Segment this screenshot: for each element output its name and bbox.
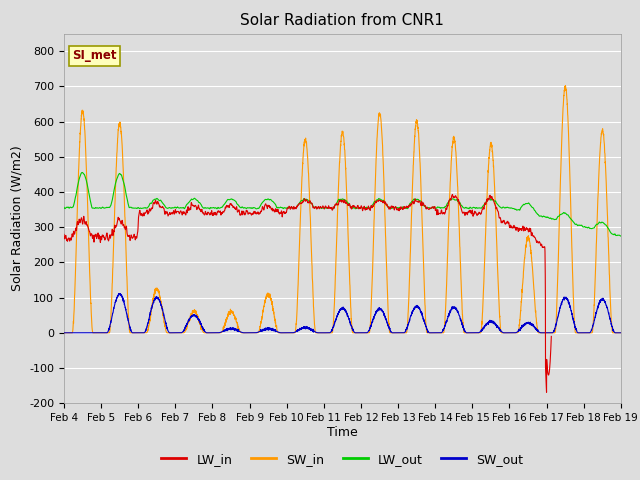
LW_in — [436, 211, 444, 216]
SW_in — [160, 319, 168, 325]
SW_out — [499, 330, 507, 336]
LW_in — [499, 220, 506, 226]
SW_in — [617, 330, 625, 336]
LW_in — [467, 210, 475, 216]
SW_in — [499, 330, 506, 336]
LW_out — [78, 169, 86, 175]
SW_out — [467, 330, 475, 336]
SW_in — [322, 330, 330, 336]
LW_in — [322, 203, 330, 209]
Y-axis label: Solar Radiation (W/m2): Solar Radiation (W/m2) — [11, 145, 24, 291]
LW_in — [160, 206, 168, 212]
SW_in — [616, 330, 624, 336]
LW_out — [436, 205, 444, 211]
Title: Solar Radiation from CNR1: Solar Radiation from CNR1 — [241, 13, 444, 28]
SW_out — [436, 330, 444, 336]
Line: LW_out: LW_out — [64, 172, 621, 236]
LW_in — [60, 231, 68, 237]
LW_out — [161, 202, 168, 208]
SW_in — [561, 83, 569, 88]
LW_out — [467, 205, 475, 211]
SW_out — [116, 291, 124, 297]
LW_out — [499, 204, 507, 210]
SW_out — [616, 330, 624, 336]
SW_in — [467, 330, 475, 336]
X-axis label: Time: Time — [327, 426, 358, 439]
Line: SW_in: SW_in — [64, 85, 621, 333]
Line: LW_in: LW_in — [64, 194, 551, 392]
SW_out — [161, 314, 168, 320]
LW_out — [60, 204, 68, 210]
SW_out — [322, 330, 330, 336]
Text: SI_met: SI_met — [72, 49, 117, 62]
SW_in — [436, 330, 444, 336]
LW_out — [617, 233, 625, 239]
SW_out — [60, 330, 68, 336]
LW_out — [616, 233, 624, 239]
SW_out — [617, 330, 625, 336]
SW_in — [60, 330, 68, 336]
LW_out — [322, 205, 330, 211]
Line: SW_out: SW_out — [64, 294, 621, 333]
Legend: LW_in, SW_in, LW_out, SW_out: LW_in, SW_in, LW_out, SW_out — [156, 448, 529, 471]
